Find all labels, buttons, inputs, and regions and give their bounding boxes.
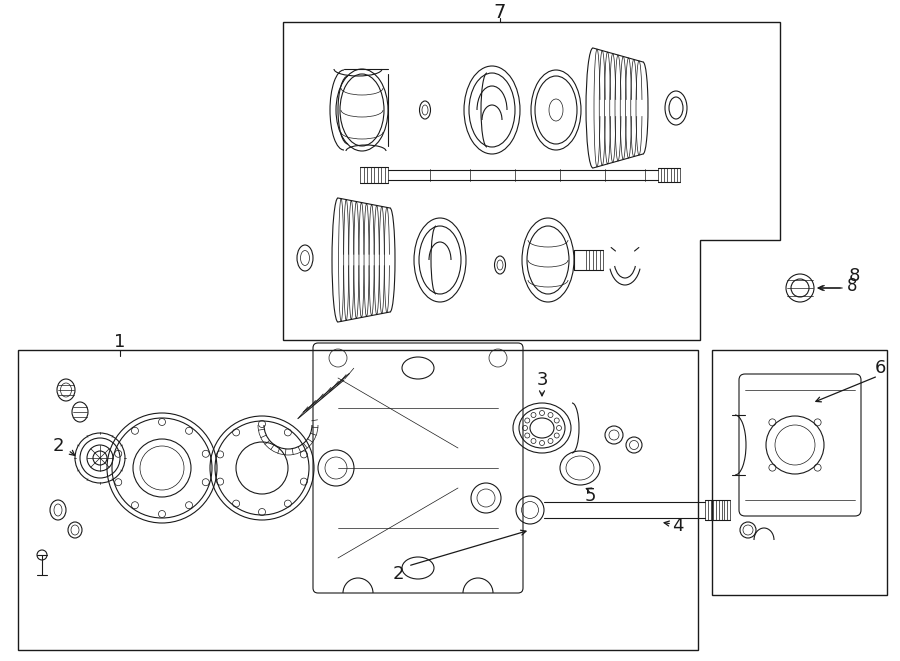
- Text: 3: 3: [536, 371, 548, 389]
- Text: 1: 1: [114, 333, 126, 351]
- Text: 6: 6: [874, 359, 886, 377]
- Bar: [18, 350, 698, 650]
- Bar: [712, 350, 887, 595]
- Text: 8: 8: [849, 267, 859, 285]
- Text: 2: 2: [52, 437, 64, 455]
- Text: 5: 5: [584, 487, 596, 505]
- Text: 8: 8: [847, 277, 857, 295]
- Text: 2: 2: [392, 565, 404, 583]
- Text: 7: 7: [494, 3, 506, 22]
- Text: 4: 4: [672, 517, 684, 535]
